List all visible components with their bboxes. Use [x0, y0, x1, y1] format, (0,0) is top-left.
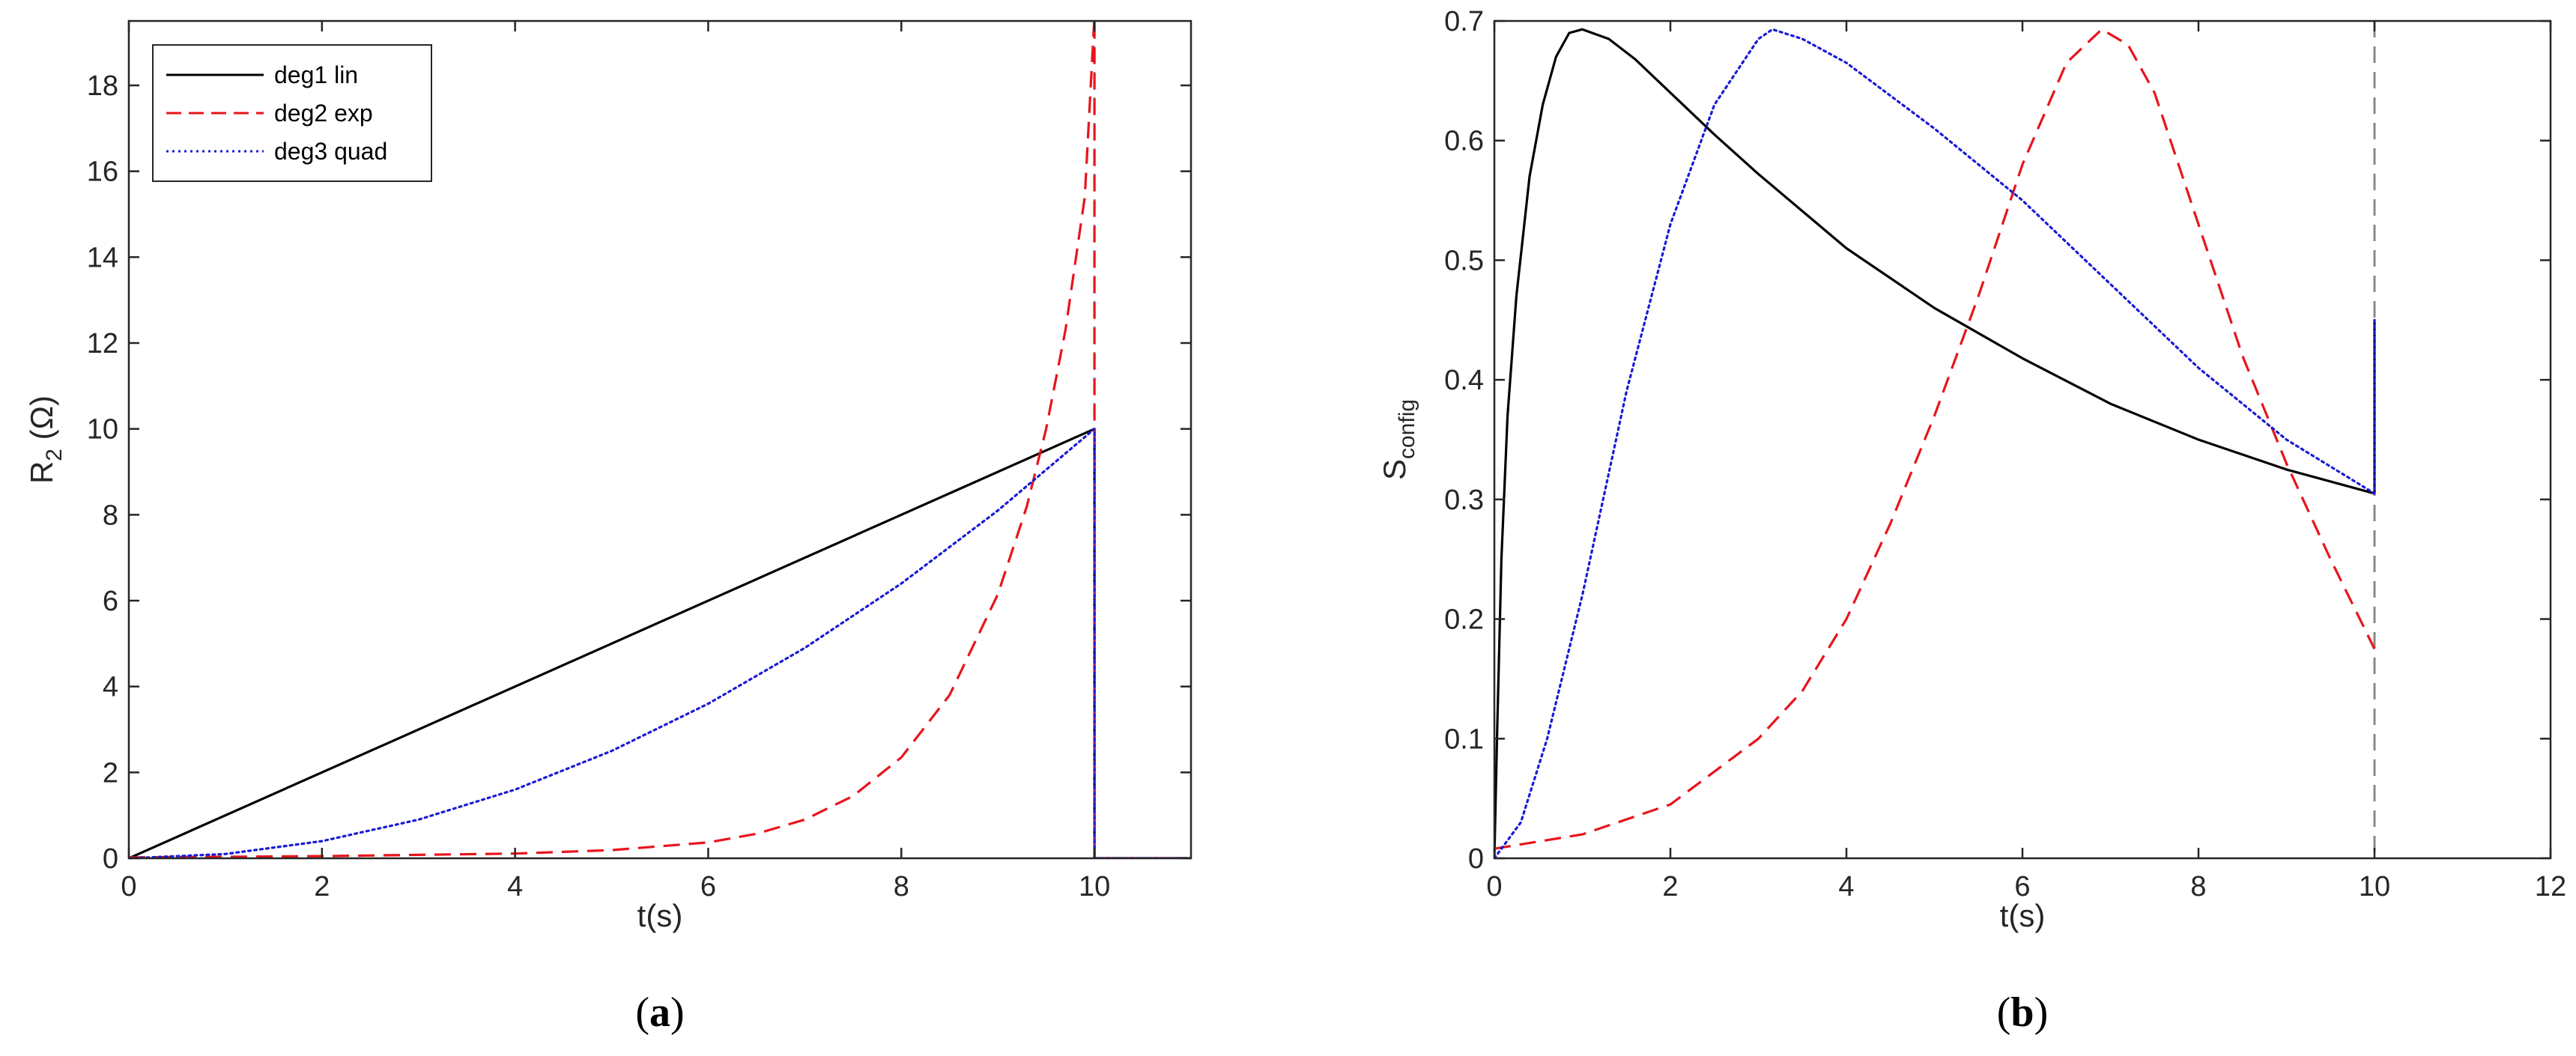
x-tick-label-b: 10 — [2359, 871, 2390, 902]
legend-label-deg3: deg3 quad — [274, 138, 387, 165]
x-tick-label-b: 0 — [1486, 871, 1502, 902]
legend-label-deg1: deg1 lin — [274, 61, 358, 88]
x-tick-label-b: 2 — [1662, 871, 1678, 902]
x-tick-label-a: 6 — [700, 871, 716, 902]
legend: deg1 lin deg2 exp deg3 quad — [152, 44, 432, 182]
x-tick-label-b: 8 — [2190, 871, 2206, 902]
series-line-b-1 — [1494, 28, 2376, 858]
y-tick-label-b: 0.5 — [1444, 245, 1484, 276]
y-tick-label-b: 0.2 — [1444, 604, 1484, 636]
y-axis-label-a: R2 (Ω) — [24, 395, 67, 484]
legend-item-deg1: deg1 lin — [166, 61, 358, 88]
y-tick-label-a: 8 — [103, 500, 118, 531]
ticks-a: 0 2 4 6 8 10 0 2 4 6 8 10 12 14 16 18 — [87, 21, 1191, 902]
ticks-b: 0 2 4 6 8 10 12 0 0.1 0.2 0.3 0.4 0.5 0.6 0.7 — [1444, 6, 2566, 902]
y-tick-label-b: 0.6 — [1444, 126, 1484, 157]
x-axis-label-b: t(s) — [2000, 898, 2046, 933]
y-axis-label-b: Sconfig — [1377, 399, 1419, 480]
panel-label-b: (b) — [1997, 989, 2048, 1036]
y-tick-label-a: 16 — [87, 157, 118, 188]
y-tick-label-a: 0 — [103, 843, 118, 875]
x-tick-label-b: 6 — [2014, 871, 2030, 902]
y-tick-label-a: 14 — [87, 242, 118, 273]
series-line-b-3 — [1494, 28, 2376, 858]
plot-lines-a — [129, 21, 1191, 858]
x-tick-label-b: 12 — [2535, 871, 2566, 902]
y-tick-label-a: 4 — [103, 672, 118, 703]
legend-label-deg2: deg2 exp — [274, 100, 373, 127]
x-tick-label-a: 2 — [314, 871, 330, 902]
y-tick-label-b: 0.7 — [1444, 6, 1484, 37]
chart-panel-b: 0 2 4 6 8 10 12 0 0.1 0.2 0.3 0.4 0.5 0.6 0.7 t(s) Sco… — [1377, 6, 2566, 1036]
plot-lines-b — [1494, 21, 2376, 858]
y-tick-label-b: 0.3 — [1444, 485, 1484, 516]
legend-item-deg3: deg3 quad — [166, 138, 387, 165]
axes-box-b — [1493, 19, 2552, 860]
y-tick-label-b: 0.4 — [1444, 365, 1484, 396]
series-line-a-2 — [129, 21, 1191, 858]
panel-label-a: (a) — [635, 989, 684, 1036]
series-line-b-2 — [1494, 28, 2376, 850]
x-tick-label-a: 10 — [1079, 871, 1110, 902]
y-tick-label-a: 6 — [103, 586, 118, 617]
chart-panel-a: 0 2 4 6 8 10 0 2 4 6 8 10 12 14 16 18 t(s) R2 (Ω) deg1 … — [24, 19, 1192, 1036]
x-tick-label-a: 8 — [894, 871, 909, 902]
legend-item-deg2: deg2 exp — [166, 100, 373, 127]
y-tick-label-a: 12 — [87, 328, 118, 359]
y-tick-label-a: 10 — [87, 414, 118, 446]
axes-box-a — [127, 19, 1192, 860]
y-tick-label-a: 18 — [87, 70, 118, 102]
x-tick-label-a: 0 — [121, 871, 136, 902]
y-tick-label-a: 2 — [103, 757, 118, 789]
x-axis-label-a: t(s) — [637, 898, 683, 933]
y-tick-label-b: 0.1 — [1444, 723, 1484, 755]
x-tick-label-b: 4 — [1838, 871, 1854, 902]
x-tick-label-a: 4 — [507, 871, 523, 902]
series-line-a-1 — [129, 428, 1191, 858]
series-line-a-3 — [129, 428, 1191, 858]
y-tick-label-b: 0 — [1468, 843, 1484, 875]
